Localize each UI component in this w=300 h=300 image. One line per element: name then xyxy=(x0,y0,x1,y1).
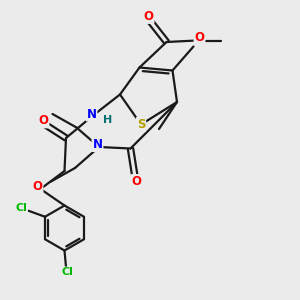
Text: O: O xyxy=(194,31,205,44)
Text: O: O xyxy=(143,10,154,23)
Text: S: S xyxy=(137,118,145,131)
Text: N: N xyxy=(92,138,103,151)
Text: O: O xyxy=(131,175,142,188)
Text: N: N xyxy=(86,107,97,121)
Text: H: H xyxy=(103,115,112,125)
Text: O: O xyxy=(32,180,43,193)
Text: Cl: Cl xyxy=(15,203,27,213)
Text: Cl: Cl xyxy=(61,267,74,278)
Text: O: O xyxy=(38,114,49,128)
